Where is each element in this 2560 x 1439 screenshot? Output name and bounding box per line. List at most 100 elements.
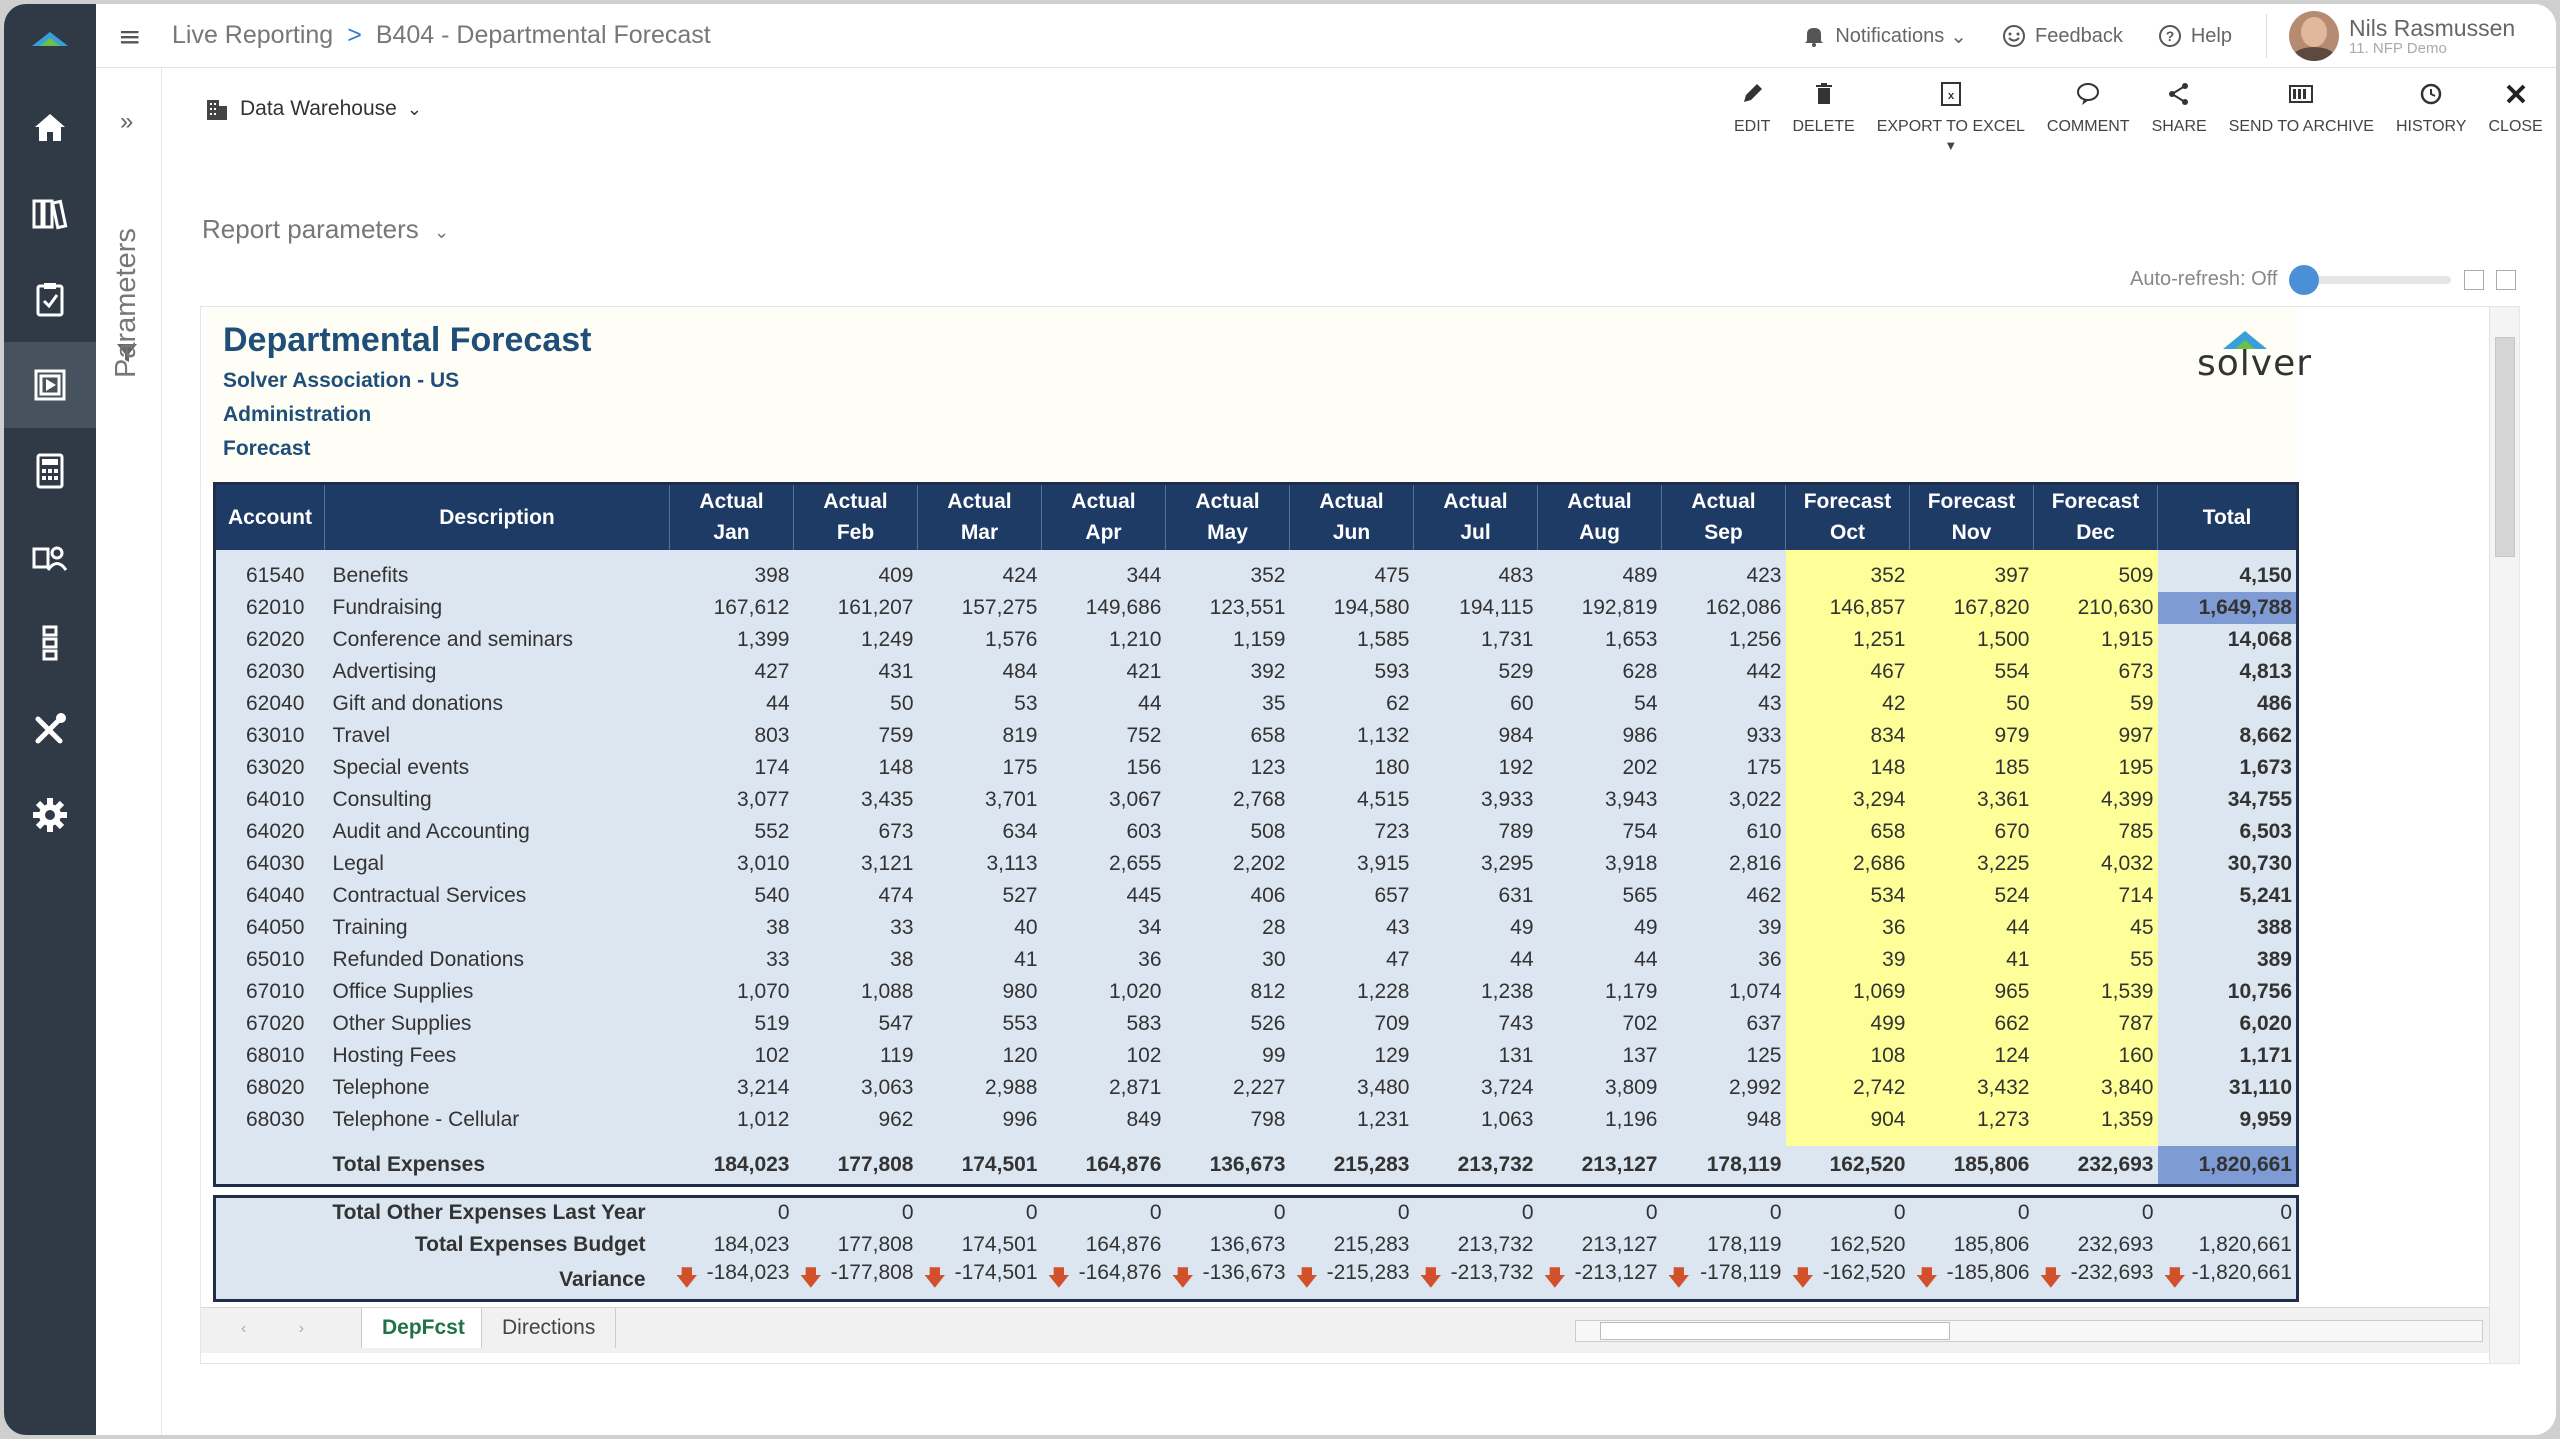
value-cell[interactable]: 3,915 [1289,847,1414,880]
account-cell[interactable]: 61540 [214,559,325,592]
total-value-cell[interactable]: 136,673 [1165,1145,1290,1186]
value-cell[interactable]: 1,074 [1661,975,1786,1008]
value-cell[interactable]: 53 [917,687,1042,720]
value-cell[interactable]: 55 [2033,943,2158,976]
description-cell[interactable]: Office Supplies [324,975,670,1008]
value-cell[interactable]: 1,159 [1165,623,1290,656]
value-cell[interactable]: 673 [793,815,918,848]
value-cell[interactable]: 3,432 [1909,1071,2034,1104]
value-cell[interactable]: 175 [917,751,1042,784]
summary-value-cell[interactable]: 0 [1041,1196,1166,1229]
value-cell[interactable]: 3,809 [1537,1071,1662,1104]
summary-value-cell[interactable]: 0 [1661,1196,1786,1229]
value-cell[interactable]: 524 [1909,879,2034,912]
value-cell[interactable]: 43 [1661,687,1786,720]
value-cell[interactable]: 123 [1165,751,1290,784]
value-cell[interactable]: 50 [1909,687,2034,720]
description-cell[interactable]: Special events [324,751,670,784]
value-cell[interactable]: 62 [1289,687,1414,720]
value-cell[interactable]: 60 [1413,687,1538,720]
description-cell[interactable]: Fundraising [324,591,670,624]
value-cell[interactable]: 979 [1909,719,2034,752]
value-cell[interactable]: 352 [1165,559,1290,592]
total-value-cell[interactable]: 215,283 [1289,1145,1414,1186]
value-cell[interactable]: 637 [1661,1007,1786,1040]
value-cell[interactable]: 3,067 [1041,783,1166,816]
summary-value-cell[interactable]: 🡇 -213,732 [1413,1260,1538,1300]
value-cell[interactable]: 50 [793,687,918,720]
value-cell[interactable]: 603 [1041,815,1166,848]
value-cell[interactable]: 119 [793,1039,918,1072]
value-cell[interactable]: 2,768 [1165,783,1290,816]
value-cell[interactable]: 499 [1785,1007,1910,1040]
description-cell[interactable]: Advertising [324,655,670,688]
total-value-cell[interactable]: 178,119 [1661,1145,1786,1186]
account-cell[interactable]: 64050 [214,911,325,944]
total-cell[interactable]: 14,068 [2157,623,2298,656]
value-cell[interactable]: 36 [1661,943,1786,976]
summary-value-cell[interactable]: 🡇 -213,127 [1537,1260,1662,1300]
sheet-tab-directions[interactable]: Directions [481,1308,617,1348]
value-cell[interactable]: 1,256 [1661,623,1786,656]
value-cell[interactable]: 1,585 [1289,623,1414,656]
value-cell[interactable]: 44 [1041,687,1166,720]
value-cell[interactable]: 33 [793,911,918,944]
summary-value-cell[interactable]: 162,520 [1785,1228,1910,1261]
total-cell[interactable]: 6,503 [2157,815,2298,848]
value-cell[interactable]: 125 [1661,1039,1786,1072]
summary-value-cell[interactable]: 136,673 [1165,1228,1290,1261]
scroll-thumb[interactable] [1600,1322,1950,1340]
total-value-cell[interactable]: 1,820,661 [2157,1145,2298,1186]
nav-home[interactable] [4,84,96,170]
value-cell[interactable]: 2,227 [1165,1071,1290,1104]
summary-value-cell[interactable]: 1,820,661 [2157,1228,2298,1261]
value-cell[interactable]: 662 [1909,1007,2034,1040]
account-cell[interactable]: 63010 [214,719,325,752]
share-button[interactable]: SHARE [2152,80,2207,136]
value-cell[interactable]: 3,933 [1413,783,1538,816]
value-cell[interactable]: 442 [1661,655,1786,688]
account-cell[interactable]: 62020 [214,623,325,656]
value-cell[interactable]: 519 [669,1007,794,1040]
value-cell[interactable]: 194,580 [1289,591,1414,624]
value-cell[interactable]: 424 [917,559,1042,592]
summary-value-cell[interactable]: 185,806 [1909,1228,2034,1261]
value-cell[interactable]: 175 [1661,751,1786,784]
value-cell[interactable]: 423 [1661,559,1786,592]
value-cell[interactable]: 44 [669,687,794,720]
value-cell[interactable]: 787 [2033,1007,2158,1040]
value-cell[interactable]: 392 [1165,655,1290,688]
value-cell[interactable]: 3,840 [2033,1071,2158,1104]
total-value-cell[interactable]: 232,693 [2033,1145,2158,1186]
value-cell[interactable]: 984 [1413,719,1538,752]
value-cell[interactable]: 529 [1413,655,1538,688]
delete-button[interactable]: DELETE [1792,80,1855,136]
history-button[interactable]: HISTORY [2396,80,2466,136]
value-cell[interactable]: 137 [1537,1039,1662,1072]
value-cell[interactable]: 129 [1289,1039,1414,1072]
summary-value-cell[interactable]: 0 [1165,1196,1290,1229]
value-cell[interactable]: 1,576 [917,623,1042,656]
summary-value-cell[interactable]: 0 [1537,1196,1662,1229]
value-cell[interactable]: 2,988 [917,1071,1042,1104]
value-cell[interactable]: 819 [917,719,1042,752]
nav-tasks[interactable] [4,256,96,342]
value-cell[interactable]: 1,273 [1909,1103,2034,1136]
value-cell[interactable]: 3,361 [1909,783,2034,816]
summary-value-cell[interactable]: 177,808 [793,1228,918,1261]
value-cell[interactable]: 4,515 [1289,783,1414,816]
summary-value-cell[interactable]: 0 [1909,1196,2034,1229]
value-cell[interactable]: 3,225 [1909,847,2034,880]
value-cell[interactable]: 723 [1289,815,1414,848]
value-cell[interactable]: 108 [1785,1039,1910,1072]
summary-value-cell[interactable]: 0 [2033,1196,2158,1229]
value-cell[interactable]: 759 [793,719,918,752]
value-cell[interactable]: 38 [793,943,918,976]
value-cell[interactable]: 743 [1413,1007,1538,1040]
value-cell[interactable]: 1,012 [669,1103,794,1136]
value-cell[interactable]: 352 [1785,559,1910,592]
total-cell[interactable]: 389 [2157,943,2298,976]
value-cell[interactable]: 2,742 [1785,1071,1910,1104]
summary-value-cell[interactable]: 0 [793,1196,918,1229]
summary-value-cell[interactable]: 0 [669,1196,794,1229]
